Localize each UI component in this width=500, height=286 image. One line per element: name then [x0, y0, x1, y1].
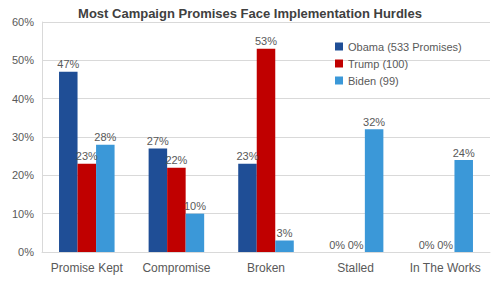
svg-text:Promise Kept: Promise Kept — [51, 261, 124, 275]
svg-text:0%: 0% — [437, 239, 453, 251]
svg-text:0%: 0% — [419, 239, 435, 251]
svg-text:60%: 60% — [12, 16, 34, 28]
svg-text:28%: 28% — [94, 131, 116, 143]
svg-text:32%: 32% — [363, 116, 385, 128]
svg-text:Obama (533 Promises): Obama (533 Promises) — [348, 41, 462, 53]
svg-text:Most Campaign Promises Face Im: Most Campaign Promises Face Implementati… — [78, 6, 422, 21]
svg-text:40%: 40% — [12, 93, 34, 105]
svg-text:0%: 0% — [348, 239, 364, 251]
svg-text:23%: 23% — [236, 150, 258, 162]
svg-text:27%: 27% — [147, 135, 169, 147]
svg-text:Broken: Broken — [247, 261, 285, 275]
svg-text:0%: 0% — [18, 246, 34, 258]
svg-text:20%: 20% — [12, 169, 34, 181]
svg-text:Stalled: Stalled — [337, 261, 374, 275]
svg-text:30%: 30% — [12, 131, 34, 143]
svg-text:0%: 0% — [329, 239, 345, 251]
svg-text:Biden (99): Biden (99) — [348, 75, 399, 87]
svg-text:50%: 50% — [12, 54, 34, 66]
svg-text:23%: 23% — [76, 150, 98, 162]
svg-text:10%: 10% — [12, 208, 34, 220]
svg-text:Compromise: Compromise — [142, 261, 210, 275]
svg-text:24%: 24% — [453, 147, 475, 159]
svg-text:In The Works: In The Works — [410, 261, 481, 275]
svg-text:47%: 47% — [57, 58, 79, 70]
svg-text:53%: 53% — [255, 35, 277, 47]
svg-text:10%: 10% — [184, 200, 206, 212]
svg-text:3%: 3% — [277, 227, 293, 239]
svg-text:22%: 22% — [165, 154, 187, 166]
svg-text:Trump (100): Trump (100) — [348, 58, 408, 70]
